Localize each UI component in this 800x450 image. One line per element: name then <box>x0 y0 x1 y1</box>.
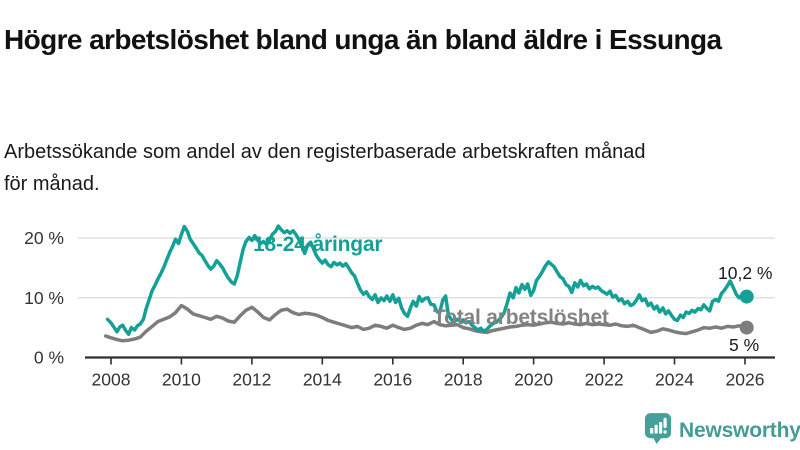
svg-text:2016: 2016 <box>373 370 412 390</box>
svg-text:2022: 2022 <box>585 370 624 390</box>
svg-text:2012: 2012 <box>232 370 271 390</box>
svg-text:10 %: 10 % <box>24 288 64 308</box>
svg-text:2014: 2014 <box>303 370 342 390</box>
newsworthy-logo: Newsworthy <box>644 412 800 450</box>
newsworthy-chart-bubble-icon <box>644 412 672 450</box>
headline: Högre arbetslöshet bland unga än bland ä… <box>4 23 722 55</box>
svg-text:2024: 2024 <box>655 370 694 390</box>
end-value-label-18-24: 10,2 % <box>718 263 773 283</box>
svg-text:2018: 2018 <box>444 370 483 390</box>
svg-text:20 %: 20 % <box>24 228 64 248</box>
series-label-18-24: 18-24-åringar <box>253 233 383 256</box>
svg-text:2020: 2020 <box>514 370 553 390</box>
svg-text:0 %: 0 % <box>34 348 64 368</box>
svg-text:2010: 2010 <box>162 370 201 390</box>
svg-text:2008: 2008 <box>92 370 131 390</box>
series-label-total: Total arbetslöshet <box>433 306 609 329</box>
svg-text:2026: 2026 <box>726 370 765 390</box>
end-value-label-total: 5 % <box>729 335 760 355</box>
subtitle: Arbetssökande som andel av den registerb… <box>4 141 646 195</box>
newsworthy-wordmark: Newsworthy <box>679 419 800 442</box>
